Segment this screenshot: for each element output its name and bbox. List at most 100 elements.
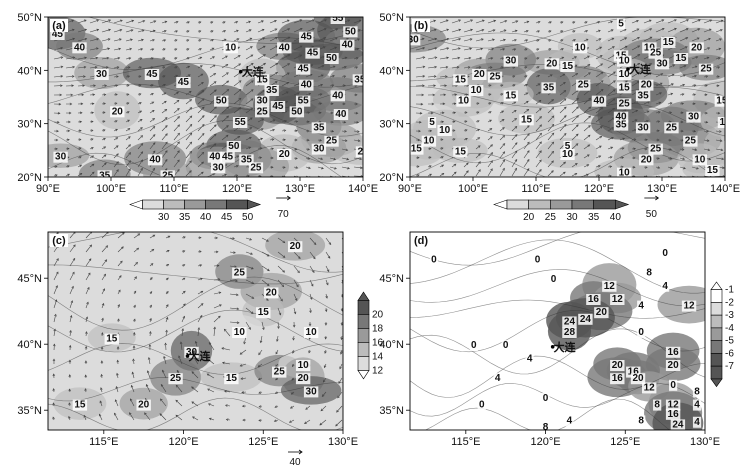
contour-label: 25: [619, 98, 631, 109]
wind-vector-shaft: [101, 303, 104, 309]
wind-vector-shaft: [679, 37, 688, 42]
wind-vector: [85, 244, 92, 253]
wind-vector: [53, 75, 64, 78]
wind-vector-shaft: [149, 20, 156, 24]
contour-label-bg: [639, 79, 654, 91]
wind-vector-head: [91, 163, 95, 167]
wind-vector-shaft: [309, 237, 317, 245]
wind-vector: [100, 346, 104, 351]
wind-vector-head: [311, 270, 315, 274]
wind-vector: [245, 279, 255, 284]
wind-vector-shaft: [197, 133, 205, 141]
wind-vector-head: [526, 109, 530, 112]
wind-vector-shaft: [439, 38, 449, 42]
contour-label: 15: [521, 114, 533, 125]
wind-vector-head: [191, 386, 194, 390]
wind-vector-shaft: [173, 141, 180, 150]
contour-label: 20: [279, 149, 291, 160]
wind-vector: [165, 316, 169, 323]
wind-vector-head: [96, 38, 100, 41]
contour-line: [410, 239, 705, 294]
wind-vector-shaft: [317, 74, 324, 78]
wind-vector: [133, 276, 137, 281]
contour-label: 0: [662, 248, 668, 259]
wind-vector: [559, 98, 567, 105]
wind-vector-shaft: [185, 160, 192, 168]
wind-vector-head: [117, 318, 120, 322]
wind-vector: [571, 30, 576, 33]
wind-vector-shaft: [427, 47, 437, 51]
wind-vector-head: [225, 55, 228, 59]
contour-label-bg: [340, 39, 355, 51]
wind-vector: [335, 419, 343, 427]
colorbar-segment: [710, 365, 723, 380]
wind-vector: [233, 165, 239, 168]
wind-vector-head: [150, 263, 154, 266]
wind-vector-head: [718, 47, 722, 51]
wind-vector: [427, 84, 437, 88]
wind-vector-head: [493, 19, 497, 23]
wind-vector-shaft: [607, 71, 616, 78]
wind-vector-head: [55, 138, 59, 142]
wind-vector-head: [165, 329, 168, 333]
contour-label-bg: [270, 101, 286, 112]
wind-vector-shaft: [207, 373, 215, 379]
wind-vector-head: [456, 66, 460, 69]
wind-vector-head: [275, 377, 278, 381]
wind-vector-head: [98, 413, 102, 417]
contour-label-bg: [410, 34, 421, 46]
colorbar-segment: [226, 199, 248, 210]
wind-vector-shaft: [631, 72, 640, 78]
wind-vector-head: [108, 19, 112, 22]
wind-vector-shaft: [229, 307, 239, 310]
wind-vector-shaft: [341, 251, 343, 255]
wind-vector-shaft: [125, 20, 134, 24]
wind-vector: [571, 97, 579, 105]
wind-vector-shaft: [631, 81, 640, 87]
wind-vector-head: [182, 250, 186, 253]
wind-vector-head: [223, 38, 227, 42]
wind-vector-shaft: [101, 288, 105, 295]
wind-vector: [213, 326, 216, 337]
wind-vector-head: [84, 56, 88, 60]
wind-vector-shaft: [69, 244, 76, 253]
wind-vector-head: [347, 19, 351, 22]
wind-vector-head: [611, 137, 614, 140]
wind-vector: [85, 316, 89, 323]
wind-vector: [643, 72, 652, 78]
wind-vector: [305, 27, 315, 33]
wind-vector-shaft: [115, 399, 119, 407]
contour-label-bg: [303, 386, 319, 398]
panel-frame: [409, 16, 726, 178]
wind-vector-head: [175, 399, 179, 403]
x-tick-label: 90°E: [36, 183, 60, 195]
wind-vector-head: [708, 28, 712, 32]
wind-vector-head: [611, 37, 615, 41]
wind-vector: [229, 251, 236, 254]
wind-vector-shaft: [209, 64, 216, 69]
wind-vector-shaft: [691, 166, 699, 170]
wind-vector-head: [538, 99, 542, 103]
wind-vector-head: [599, 46, 603, 50]
wind-vector-head: [153, 20, 157, 23]
wind-vector-head: [248, 146, 252, 150]
colorbar-segment: [710, 340, 723, 354]
wind-vector: [89, 120, 94, 124]
contour-label: 0: [670, 380, 676, 391]
wind-vector: [511, 101, 517, 105]
wind-vector: [305, 405, 311, 410]
wind-vector: [101, 66, 109, 69]
wind-vector-head: [189, 115, 193, 119]
wind-vector: [149, 291, 153, 295]
wind-vector: [191, 386, 199, 393]
wind-vector-head: [277, 326, 280, 330]
wind-vector-shaft: [281, 82, 289, 87]
wind-vector-head: [152, 142, 156, 145]
wind-vector-head: [478, 153, 481, 156]
wind-vector-shaft: [535, 100, 542, 105]
wind-vector: [475, 56, 483, 60]
wind-vector: [65, 93, 74, 97]
wind-vector-head: [656, 138, 660, 142]
wind-vector: [77, 138, 82, 142]
